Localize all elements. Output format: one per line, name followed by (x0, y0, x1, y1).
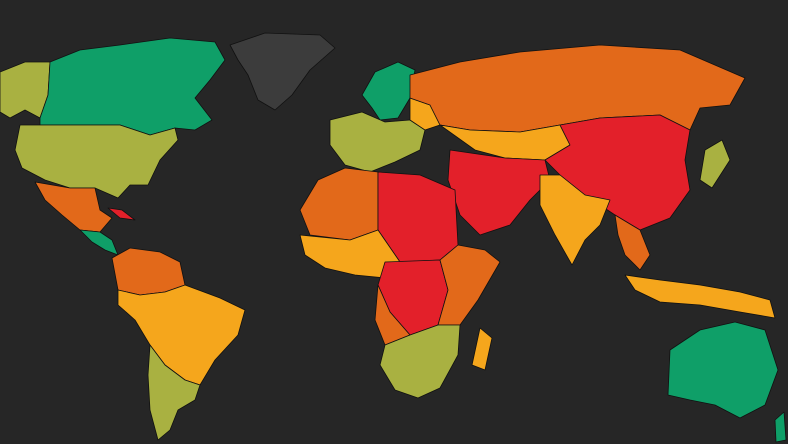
india (539, 174, 611, 266)
new-zealand (774, 411, 787, 443)
usa (14, 124, 179, 199)
china (544, 114, 691, 231)
canada (39, 37, 226, 136)
cuba (107, 207, 136, 221)
indonesia (624, 274, 776, 319)
mexico (34, 181, 113, 233)
southern-africa (379, 324, 461, 399)
madagascar (471, 327, 493, 371)
australia (667, 321, 779, 419)
se-asia (614, 214, 651, 271)
southern-cone (147, 344, 201, 441)
east-africa (437, 244, 501, 326)
brazil-region (117, 284, 246, 386)
greenland (229, 32, 336, 111)
japan (699, 139, 731, 189)
western-europe (329, 111, 426, 173)
